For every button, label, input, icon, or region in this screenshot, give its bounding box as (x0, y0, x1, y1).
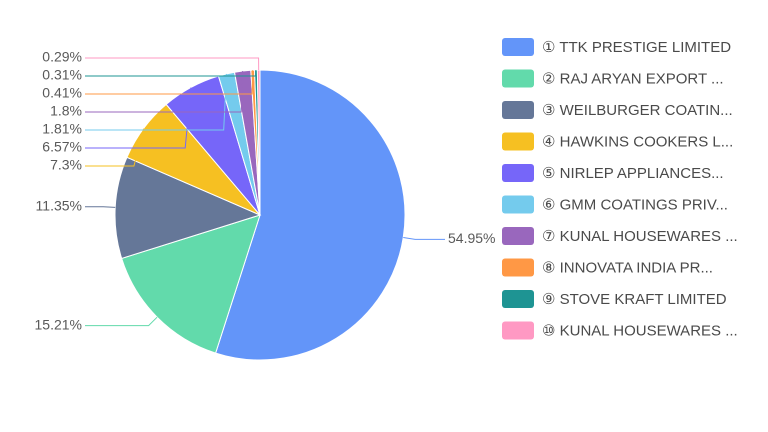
leader-line (403, 236, 445, 240)
legend-swatch[interactable] (502, 164, 534, 182)
legend-swatch[interactable] (502, 227, 534, 245)
leader-line (85, 73, 227, 131)
leader-line (85, 87, 192, 149)
data-label: 6.57% (42, 139, 82, 155)
leader-line (85, 71, 244, 113)
pie-slice (114, 156, 262, 260)
legend-label: ⑧ INNOVATA INDIA PR... (542, 259, 713, 276)
data-label: 0.31% (42, 67, 82, 83)
data-label: 1.81% (42, 121, 82, 137)
leader-line (85, 128, 145, 167)
pie-slice (256, 69, 261, 216)
legend-swatch[interactable] (502, 321, 534, 340)
data-label: 7.3% (50, 157, 82, 173)
data-label: 54.95% (448, 230, 495, 246)
leader-line (85, 206, 116, 208)
legend-label: ⑦ KUNAL HOUSEWARES ... (542, 228, 738, 245)
legend-swatch[interactable] (502, 69, 534, 88)
legend-label: ⑨ STOVE KRAFT LIMITED (542, 291, 727, 308)
data-label: 15.21% (35, 316, 82, 332)
legend-label: ④ HAWKINS COOKERS L... (542, 133, 733, 150)
legend-label: ⑤ NIRLEP APPLIANCES... (542, 165, 724, 182)
legend-swatch[interactable] (502, 195, 534, 214)
legend-label: ② RAJ ARYAN EXPORT ... (542, 70, 724, 87)
legend-swatch[interactable] (502, 258, 534, 277)
legend-label: ⑥ GMM COATINGS PRIV... (542, 196, 728, 213)
leader-line (85, 57, 260, 71)
data-label: 11.35% (36, 197, 82, 213)
legend-label: ⑩ KUNAL HOUSEWARES ... (542, 322, 738, 339)
legend-swatch[interactable] (502, 132, 534, 151)
data-label: 0.41% (42, 85, 82, 101)
legend-swatch[interactable] (502, 38, 534, 56)
legend-label: ① TTK PRESTIGE LIMITED (542, 39, 731, 56)
leader-line (85, 70, 257, 77)
legend-swatch[interactable] (502, 290, 534, 308)
legend-label: ③ WEILBURGER COATIN... (542, 102, 733, 119)
data-label: 1.8% (50, 103, 82, 119)
leader-line (85, 70, 254, 95)
data-label: 0.29% (42, 49, 82, 65)
legend-swatch[interactable] (502, 101, 534, 119)
leader-line (85, 316, 158, 327)
